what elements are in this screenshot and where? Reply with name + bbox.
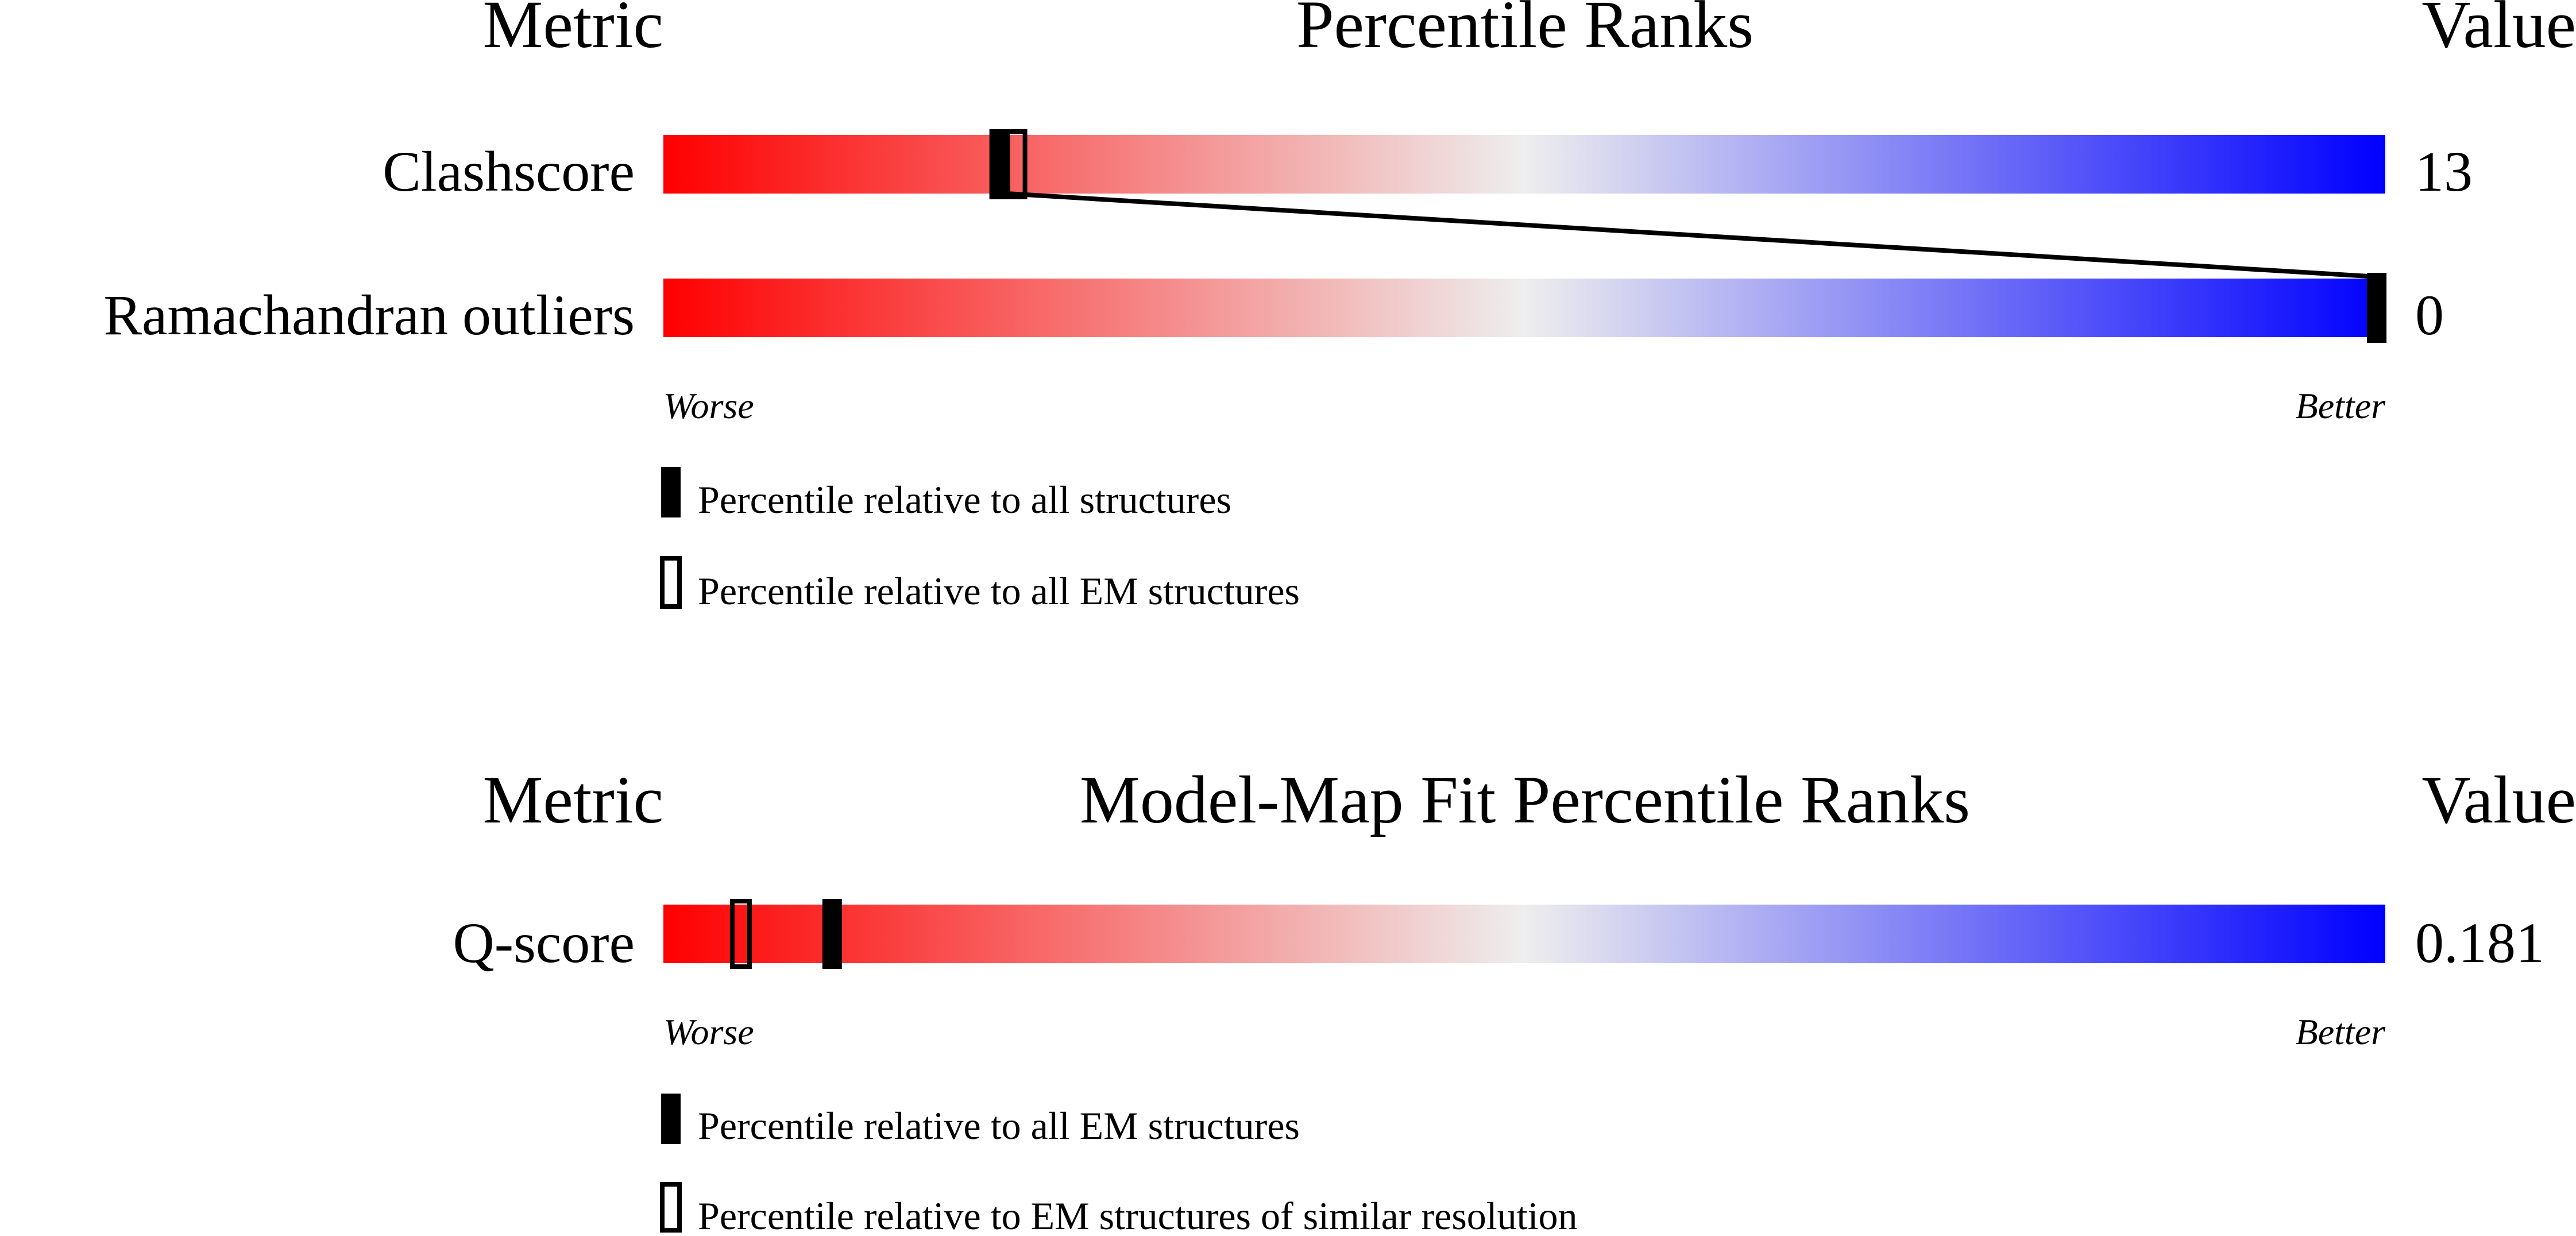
row-label-q-score: Q-score [453, 911, 635, 975]
scale-worse-label-2: Worse [663, 1011, 754, 1052]
metric-header: Metric [482, 0, 663, 62]
legend-open-marker [660, 556, 682, 609]
legend-filled-marker [661, 467, 681, 517]
marker-similar-resolution-q-score [729, 899, 752, 969]
scale-worse-label: Worse [663, 385, 754, 426]
row-label-ramachandran-outliers: Ramachandran outliers [103, 283, 635, 347]
chart-title: Percentile Ranks [1296, 0, 1754, 62]
rank-connector-line [1007, 191, 2369, 279]
value-header-2: Value [2421, 762, 2576, 837]
row-label-clashscore: Clashscore [383, 140, 635, 203]
metric-header-2: Metric [482, 762, 663, 837]
gradient-bar-clashscore [663, 135, 2385, 194]
legend-open-marker-2 [660, 1182, 682, 1233]
scale-better-label: Better [2296, 385, 2386, 426]
gradient-bar-ramachandran-outliers [663, 279, 2385, 337]
legend-open-text: Percentile relative to all EM structures [698, 569, 1300, 613]
row-value-ramachandran-outliers: 0 [2415, 283, 2444, 347]
legend-filled-text: Percentile relative to all structures [698, 478, 1231, 522]
chart-title-2: Model-Map Fit Percentile Ranks [1080, 762, 1970, 837]
value-header: Value [2421, 0, 2576, 62]
legend-filled-marker-2 [661, 1094, 681, 1144]
scale-better-label-2: Better [2296, 1011, 2386, 1052]
marker-em-clashscore [1005, 129, 1028, 199]
row-value-clashscore: 13 [2415, 140, 2473, 203]
row-value-q-score: 0.181 [2415, 911, 2544, 975]
legend-filled-text-2: Percentile relative to all EM structures [698, 1104, 1300, 1148]
gradient-bar-q-score [663, 905, 2385, 963]
marker-all-ramachandran-outliers [2367, 273, 2387, 343]
marker-all-em-q-score [822, 899, 842, 969]
legend-open-text-2: Percentile relative to EM structures of … [698, 1194, 1577, 1236]
